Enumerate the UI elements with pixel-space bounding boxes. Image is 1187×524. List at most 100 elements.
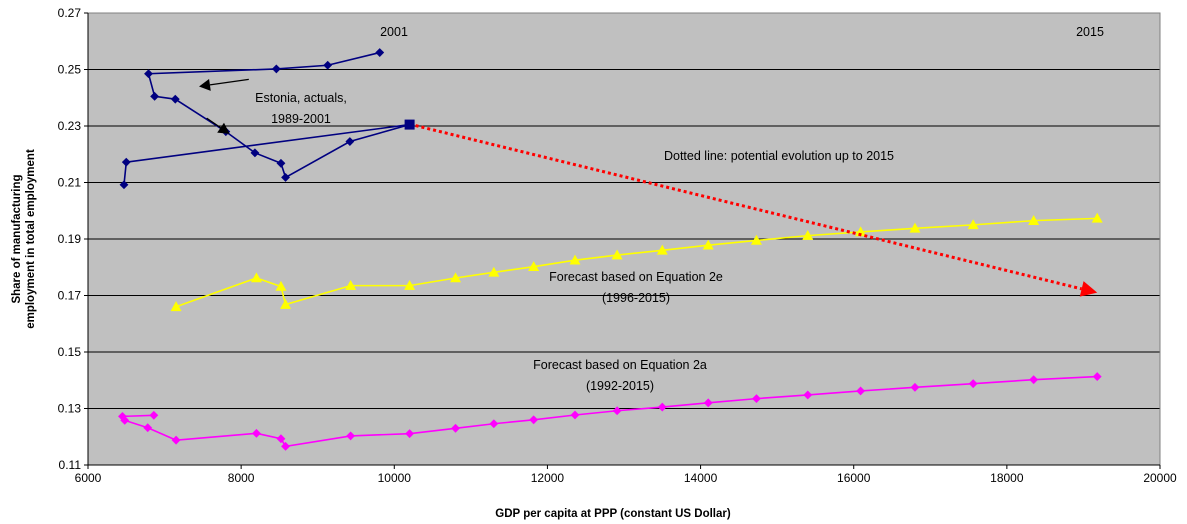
data-point: [451, 423, 460, 433]
y-tick-label: 0.27: [58, 6, 82, 20]
projection-arrowhead: [1079, 281, 1098, 297]
data-point: [1028, 215, 1040, 225]
actuals-end-marker: [404, 119, 415, 130]
data-point: [281, 441, 290, 451]
data-point: [149, 410, 159, 420]
data-point: [119, 180, 129, 190]
axes: 0.11 0.13 0.15 0.17 0.19 0.21 0.23 0.25 0.27 6000…: [58, 6, 1177, 485]
y-tick-label: 0.23: [58, 119, 82, 133]
data-point: [120, 415, 130, 425]
y-tick-label: 0.15: [58, 345, 82, 359]
series-actuals: [119, 48, 415, 190]
series-line: [123, 51, 410, 185]
data-point: [489, 419, 499, 429]
y-tick-label: 0.21: [58, 176, 82, 190]
annotation-eq2a-line1: Forecast based on Equation 2a: [533, 358, 707, 372]
data-point: [1091, 212, 1103, 223]
data-point: [250, 148, 260, 158]
y-tick-label: 0.13: [58, 402, 82, 416]
data-point: [404, 279, 416, 290]
data-point: [275, 280, 287, 291]
series-eq2a: [118, 372, 1102, 451]
data-point: [856, 386, 866, 396]
x-tick-label: 6000: [75, 471, 102, 485]
series-line: [175, 217, 1098, 308]
data-point: [450, 272, 462, 283]
annotation-layer: 2001 2015 Estonia, actuals, 1989-2001 Do…: [255, 25, 1104, 393]
data-point: [170, 94, 180, 104]
y-axis-title-line2: employment in total employment: [25, 149, 37, 329]
y-tick-label: 0.11: [59, 458, 82, 472]
y-axis-title-line1: Share of manufacturing: [11, 174, 23, 303]
data-point: [250, 272, 262, 283]
data-point: [281, 172, 290, 182]
data-point: [803, 390, 813, 400]
data-point: [569, 254, 581, 265]
data-point: [1092, 372, 1102, 382]
data-point: [910, 382, 920, 392]
data-point: [802, 229, 814, 240]
data-point: [702, 239, 714, 250]
x-tick-label: 12000: [531, 471, 565, 485]
data-point: [656, 244, 668, 255]
data-point: [170, 301, 182, 312]
data-point: [271, 64, 281, 74]
data-point: [280, 298, 292, 309]
data-point: [150, 91, 160, 101]
data-point: [750, 234, 762, 245]
data-point: [143, 423, 153, 433]
data-point: [252, 428, 261, 438]
data-point: [375, 48, 385, 57]
data-point: [171, 435, 181, 445]
data-point: [488, 266, 500, 277]
projection-line: [415, 124, 1083, 291]
annotation-eq2a-line2: (1992-2015): [586, 379, 654, 393]
data-point: [121, 157, 131, 167]
data-point: [1029, 375, 1039, 385]
x-tick-label: 10000: [378, 471, 412, 485]
x-tick-label: 14000: [684, 471, 718, 485]
data-point: [529, 415, 539, 425]
data-point: [752, 394, 761, 404]
y-tick-label: 0.19: [58, 232, 82, 246]
direction-arrow-line: [209, 78, 249, 86]
x-tick-label: 16000: [837, 471, 871, 485]
data-point: [703, 398, 713, 408]
data-point: [346, 431, 356, 441]
series-eq2e: [170, 212, 1103, 312]
annotation-dotted-line: Dotted line: potential evolution up to 2…: [664, 149, 894, 163]
data-point: [345, 137, 355, 146]
data-point: [967, 219, 979, 230]
annotation-2001: 2001: [380, 25, 408, 39]
x-axis-title: GDP per capita at PPP (constant US Dolla…: [495, 508, 731, 520]
x-tick-label: 8000: [228, 471, 255, 485]
data-point: [276, 158, 286, 168]
data-point: [276, 434, 286, 444]
series-line: [121, 375, 1098, 448]
data-point: [345, 279, 357, 290]
data-point: [144, 69, 153, 79]
direction-arrowhead: [217, 122, 230, 134]
annotation-actuals-line2: 1989-2001: [271, 112, 331, 126]
data-point: [611, 249, 623, 260]
data-point: [657, 402, 667, 412]
y-tick-label: 0.25: [58, 63, 82, 77]
direction-arrow-line: [206, 117, 221, 129]
data-point: [570, 410, 580, 420]
annotation-2015: 2015: [1076, 25, 1104, 39]
x-tick-label: 18000: [990, 471, 1024, 485]
data-point: [612, 406, 622, 416]
annotation-eq2e-line2: (1996-2015): [602, 291, 670, 305]
data-point: [528, 261, 540, 271]
annotation-actuals-line1: Estonia, actuals,: [255, 91, 347, 105]
series-layer: [118, 48, 1103, 451]
data-point: [968, 379, 978, 389]
data-point: [323, 60, 333, 70]
data-point: [909, 222, 921, 233]
y-tick-label: 0.17: [58, 289, 82, 303]
annotation-eq2e-line1: Forecast based on Equation 2e: [549, 270, 723, 284]
direction-arrowhead: [199, 78, 211, 91]
data-point: [405, 429, 415, 439]
x-tick-label: 20000: [1143, 471, 1177, 485]
